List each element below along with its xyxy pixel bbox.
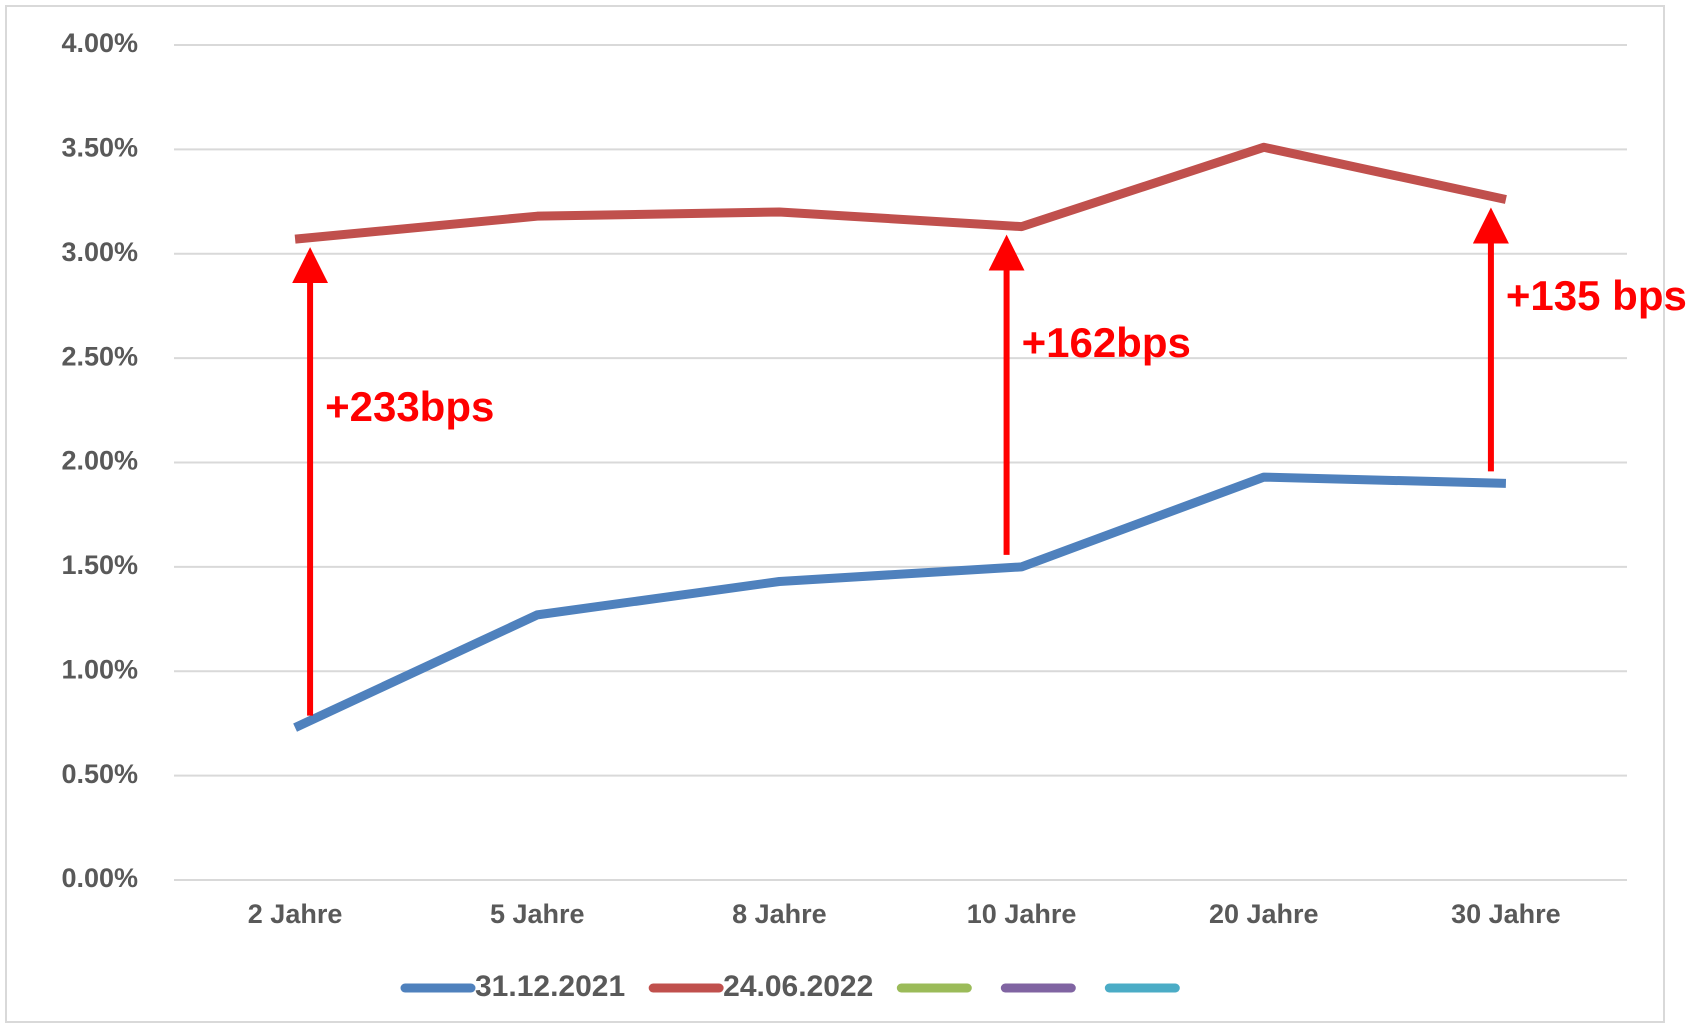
- y-tick-label: 0.00%: [61, 863, 138, 893]
- y-tick-label: 0.50%: [61, 759, 138, 789]
- spread-label: +233bps: [325, 383, 494, 430]
- chart-frame: [5, 5, 1665, 1023]
- legend-label: 31.12.2021: [475, 970, 625, 1003]
- y-tick-label: 2.50%: [61, 341, 138, 371]
- spread-label: +135 bps: [1506, 272, 1687, 319]
- x-tick-label: 10 Jahre: [967, 899, 1077, 929]
- y-tick-label: 1.00%: [61, 654, 138, 684]
- y-tick-label: 3.00%: [61, 237, 138, 267]
- y-tick-label: 4.00%: [61, 28, 138, 58]
- x-tick-label: 30 Jahre: [1451, 899, 1561, 929]
- y-tick-label: 3.50%: [61, 133, 138, 163]
- spread-label: +162bps: [1022, 319, 1191, 366]
- x-tick-label: 20 Jahre: [1209, 899, 1319, 929]
- y-tick-label: 1.50%: [61, 550, 138, 580]
- legend-label: 24.06.2022: [723, 970, 873, 1003]
- y-tick-label: 2.00%: [61, 446, 138, 476]
- x-tick-label: 5 Jahre: [490, 899, 585, 929]
- x-tick-label: 8 Jahre: [732, 899, 827, 929]
- data-line: [294, 142, 1507, 244]
- data-line: [293, 472, 1507, 732]
- x-tick-label: 2 Jahre: [248, 899, 343, 929]
